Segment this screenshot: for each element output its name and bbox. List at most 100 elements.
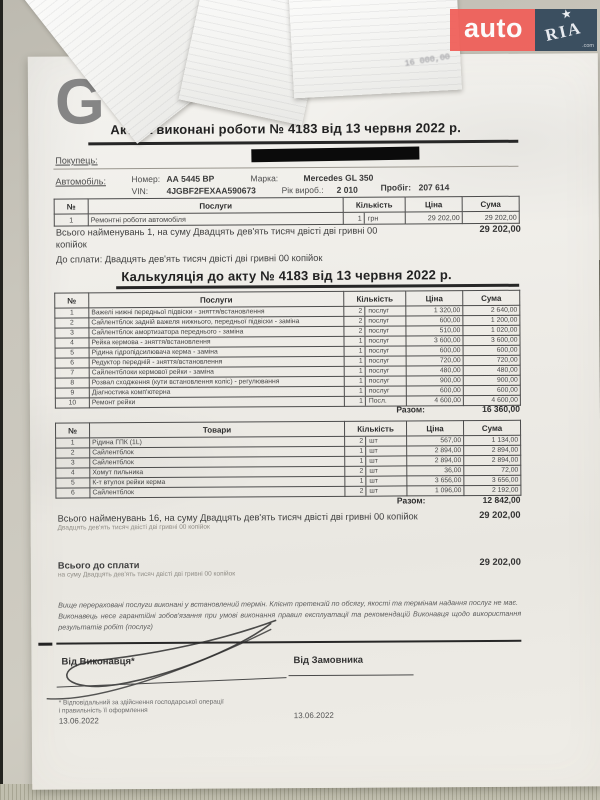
cell-qty: 1 послуг — [344, 385, 407, 397]
qty-value: 1 — [343, 212, 365, 224]
grand-summary-sub: Двадцять дев'ять тисяч двісті дві гривні… — [57, 523, 210, 532]
customer-signature-line — [288, 674, 414, 677]
cell-qty: 2 послуг — [343, 305, 406, 317]
col-header: Сума — [462, 196, 520, 212]
goods-table: № Товари Кількість Ціна Сума 1 Рідина ГП… — [55, 419, 522, 499]
year-label: Рік вироб.: — [281, 184, 324, 196]
cell-num: 2 — [54, 317, 89, 329]
calc-title: Калькуляція до акту № 4183 від 13 червня… — [121, 267, 452, 285]
autoria-auto-label: auto — [450, 9, 535, 51]
cell-price: 600,00 — [406, 345, 464, 356]
cell-price: 600,00 — [405, 315, 463, 326]
brand-value: Mercedes GL 350 — [303, 172, 374, 184]
services-total-value: 16 360,00 — [482, 403, 520, 414]
services-total-row: Разом: 16 360,00 — [55, 404, 520, 419]
cell-num: 3 — [55, 457, 90, 469]
mileage-value: 207 614 — [418, 182, 450, 193]
cell-qty: 1 послуг — [344, 345, 407, 357]
cell-qty: 1 послуг — [344, 365, 407, 377]
cell-qty: 2 шт — [344, 435, 407, 447]
vehicle-label: Автомобіль: — [55, 176, 106, 187]
cell-num: 6 — [55, 357, 90, 369]
qty-value: 2 — [345, 466, 367, 476]
customer-signature-label: Від Замовника — [293, 654, 364, 667]
qty-unit: шт — [369, 467, 378, 475]
act-summary: Всього найменувань 1, на суму Двадцять д… — [56, 224, 521, 251]
qty-unit: послуг — [368, 307, 390, 315]
autoria-com-label: .com — [582, 43, 594, 49]
goods-total-value: 12 842,00 — [482, 494, 521, 505]
cell-num: 3 — [54, 327, 89, 339]
qty-unit: послуг — [368, 377, 390, 385]
calc-title-rule — [116, 283, 520, 289]
cell-price: 600,00 — [406, 385, 464, 396]
cell-price: 1 320,00 — [405, 305, 463, 316]
cell-num: 5 — [55, 477, 90, 489]
cell-num: 4 — [54, 337, 90, 349]
cell-sum: 3 656,00 — [463, 475, 521, 486]
qty-value: 2 — [344, 326, 366, 336]
document-paper: G Garant Auto Technic Р/р Укр Акт на вик… — [27, 53, 600, 790]
cell-qty: 2 шт — [344, 465, 407, 477]
col-header: Ціна — [405, 290, 463, 306]
qty-value: 1 — [344, 336, 366, 346]
cell-num: 2 — [55, 447, 90, 459]
qty-value: 1 — [345, 476, 367, 486]
cell-price: 2 894,00 — [406, 455, 464, 466]
cell-price: 720,00 — [406, 355, 464, 366]
cell-price: 2 894,00 — [406, 445, 464, 456]
autoria-ria-badge: ★ RIA .com — [535, 6, 597, 51]
grand-summary: Всього найменувань 16, на суму Двадцять … — [58, 510, 521, 532]
cell-sum: 1 134,00 — [463, 435, 521, 446]
cell-sum: 480,00 — [463, 365, 521, 376]
qty-value: 1 — [345, 446, 367, 456]
col-header: Кількість — [343, 196, 406, 213]
qty-unit: послуг — [368, 337, 390, 345]
col-header: Сума — [462, 290, 520, 306]
to-pay-sub: на суму Двадцять дев'ять тисяч двісті дв… — [57, 570, 236, 579]
qty-value: 2 — [345, 436, 367, 446]
cell-num: 7 — [55, 367, 90, 379]
buyer-row: Покупець: — [55, 150, 97, 168]
cell-qty: 2 послуг — [343, 315, 406, 327]
qty-unit: послуг — [368, 317, 390, 325]
goods-total-row: Разом: 12 842,00 — [55, 494, 521, 510]
date-right: 13.06.2022 — [293, 710, 334, 721]
col-header: Кількість — [344, 420, 407, 437]
cell-sum: 72,00 — [463, 465, 521, 476]
act-summary-value: 29 202,00 — [479, 223, 521, 234]
qty-value: 2 — [344, 306, 366, 316]
cell-num: 9 — [55, 387, 90, 399]
handwritten-signature — [46, 619, 277, 700]
number-label: Номер: — [131, 173, 161, 185]
mileage-label: Пробіг: — [380, 182, 412, 193]
cell-qty: 1 послуг — [344, 375, 407, 387]
goods-total-label: Разом: — [396, 495, 426, 506]
col-header: Кількість — [343, 290, 406, 307]
qty-value: 1 — [344, 346, 366, 356]
cell-price: 36,00 — [406, 465, 464, 476]
cell-qty: 1 грн — [343, 211, 406, 225]
cell-qty: 1 шт — [344, 475, 407, 487]
receipt-paper: 16 000,00 — [288, 0, 462, 99]
cell-price: 29 202,00 — [405, 211, 463, 224]
to-pay-value: 29 202,00 — [479, 556, 521, 567]
calc-services-table: № Послуги Кількість Ціна Сума 1 Важелі н… — [54, 289, 521, 409]
photo-edge-shadow — [0, 0, 3, 800]
cell-sum: 1 200,00 — [462, 315, 520, 326]
autoria-watermark: auto ★ RIA .com — [450, 6, 597, 51]
cell-num: 5 — [55, 347, 90, 359]
qty-unit: послуг — [368, 387, 390, 395]
vin-label: VIN: — [131, 186, 149, 197]
cell-num: 4 — [55, 467, 90, 479]
qty-value: 2 — [344, 316, 366, 326]
cell-sum: 29 202,00 — [462, 211, 520, 224]
col-header: № — [54, 292, 89, 309]
buyer-rule — [53, 165, 519, 170]
qty-value: 1 — [344, 356, 366, 366]
cell-sum: 2 894,00 — [463, 445, 521, 456]
qty-value: 1 — [344, 366, 366, 376]
number-value: АА 5445 ВР — [166, 173, 215, 184]
cell-sum: 1 020,00 — [462, 325, 520, 336]
qty-unit: шт — [369, 477, 378, 485]
